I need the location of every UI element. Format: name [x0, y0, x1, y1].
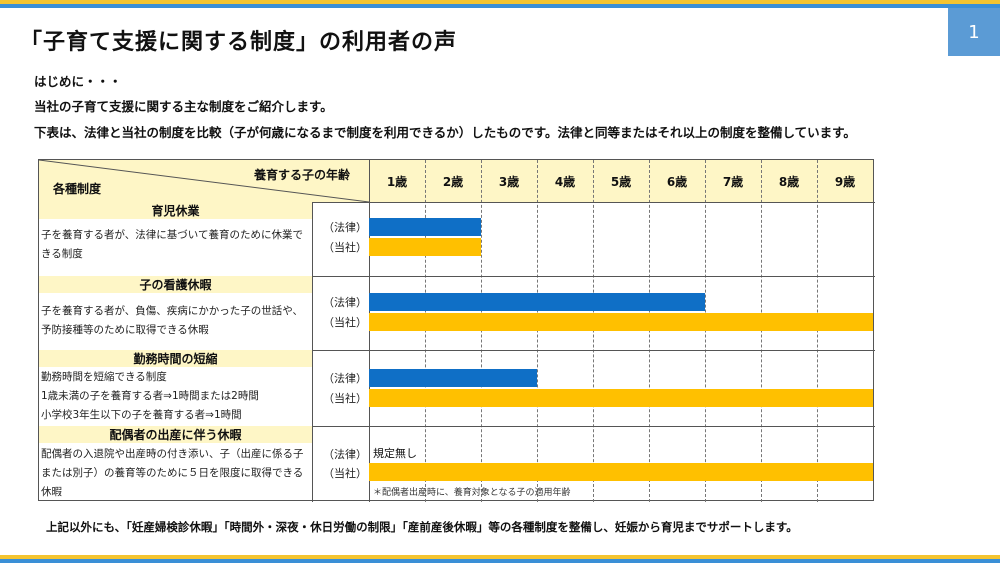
grid-line	[369, 160, 370, 502]
intro-line-3: 下表は、法律と当社の制度を比較（子が何歳になるまで制度を利用できるか）したもので…	[34, 125, 856, 140]
footer-text: 上記以外にも、「妊産婦検診休暇」「時間外・深夜・休日労働の制限」「産前産後休暇」…	[46, 520, 798, 534]
comparison-table: 養育する子の年齢 各種制度 1歳 2歳 3歳 4歳 5歳 6歳 7歳 8歳 9歳…	[38, 159, 875, 502]
legal-label: （法律）	[323, 221, 367, 234]
year-header: 2歳	[425, 160, 481, 202]
bar-company-childcare-leave	[369, 238, 481, 256]
year-header: 9歳	[817, 160, 873, 202]
section-description: 子を養育する者が、法律に基づいて養育のために休業できる制度	[41, 229, 303, 260]
legal-label: （法律）	[323, 448, 367, 461]
grid-line	[39, 276, 875, 277]
grid-line	[39, 426, 875, 427]
page-number: 1	[948, 8, 1000, 56]
description-line: 小学校3年生以下の子を養育する者⇒1時間	[41, 409, 242, 421]
grid-line	[817, 160, 818, 502]
company-label: （当社）	[323, 241, 367, 254]
bar-legal-short-hours	[369, 369, 537, 387]
bar-legal-childcare-leave	[369, 218, 481, 236]
grid-line	[537, 160, 538, 502]
grid-line	[705, 160, 706, 502]
header-diagonal	[39, 160, 369, 202]
page-title: 「子育て支援に関する制度」の利用者の声	[20, 30, 458, 55]
section-description: 配偶者の入退院や出産時の付き添い、子（出産に係る子または別子）の養育等のために５…	[41, 448, 304, 498]
section-title-spouse-birth-leave: 配偶者の出産に伴う休暇	[39, 426, 312, 443]
section-title-nursing-leave: 子の看護休暇	[39, 276, 312, 293]
company-label: （当社）	[323, 316, 367, 329]
bar-company-nursing-leave	[369, 313, 873, 331]
legal-label: （法律）	[323, 296, 367, 309]
grid-line	[39, 350, 875, 351]
grid-line	[761, 160, 762, 502]
grid-line	[481, 160, 482, 502]
grid-line	[593, 160, 594, 502]
header-age-label: 養育する子の年齢	[254, 168, 351, 182]
grid-line	[649, 160, 650, 502]
bottom-stripe-accent	[0, 559, 1000, 563]
year-header: 8歳	[761, 160, 817, 202]
legal-none-text: 規定無し	[373, 447, 417, 460]
section-title-childcare-leave: 育児休業	[39, 202, 312, 219]
year-header: 4歳	[537, 160, 593, 202]
section-description: 勤務時間を短縮できる制度 1歳未満の子を養育する者⇒1時間または2時間 小学校3…	[41, 368, 311, 425]
section-title-short-hours: 勤務時間の短縮	[39, 350, 312, 367]
table-note: ＊配偶者出産時に、養育対象となる子の適用年齢	[373, 488, 571, 498]
year-header: 7歳	[705, 160, 761, 202]
year-header: 6歳	[649, 160, 705, 202]
grid-line	[39, 202, 875, 203]
year-header: 5歳	[593, 160, 649, 202]
year-header: 1歳	[369, 160, 425, 202]
section-description: 子を養育する者が、負傷、疾病にかかった子の世話や、予防接種等のために取得できる休…	[41, 305, 303, 336]
intro-line-1: はじめに・・・	[34, 74, 122, 89]
year-header: 3歳	[481, 160, 537, 202]
bar-company-spouse-birth-leave	[369, 463, 873, 481]
legal-label: （法律）	[323, 372, 367, 385]
bar-company-short-hours	[369, 389, 873, 407]
bar-legal-nursing-leave	[369, 293, 705, 311]
company-label: （当社）	[323, 392, 367, 405]
grid-line	[312, 202, 313, 502]
company-label: （当社）	[323, 467, 367, 480]
description-line: 1歳未満の子を養育する者⇒1時間または2時間	[41, 390, 259, 402]
header-corner: 養育する子の年齢 各種制度	[39, 160, 369, 202]
header-system-label: 各種制度	[53, 182, 102, 196]
intro-line-2: 当社の子育て支援に関する主な制度をご紹介します。	[34, 99, 333, 114]
grid-line	[425, 160, 426, 502]
top-stripe	[0, 0, 1000, 8]
description-line: 勤務時間を短縮できる制度	[41, 371, 167, 383]
top-stripe-accent	[0, 0, 1000, 4]
